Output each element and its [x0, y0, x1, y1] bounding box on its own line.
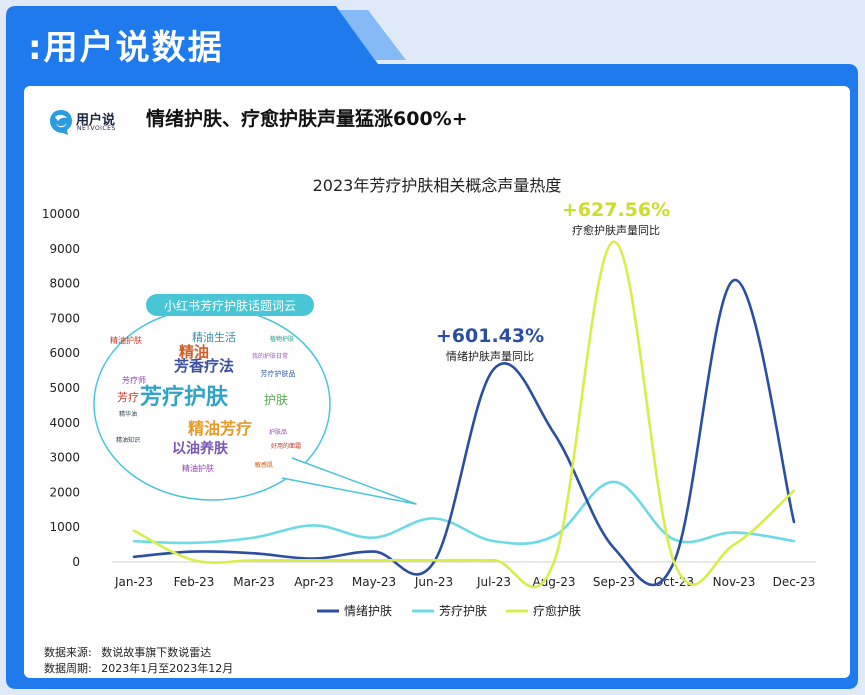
y-tick-label: 10000 [42, 207, 80, 221]
wordcloud-word: 护肤 [264, 392, 288, 407]
series-line-aroma [132, 480, 796, 545]
annotation-value: +601.43% [436, 325, 544, 347]
wordcloud-title-pill [146, 294, 314, 316]
brand-logo: 用户说 NETVOICES [48, 108, 128, 138]
x-tick-label: Nov-23 [713, 575, 756, 589]
x-tick-label: Feb-23 [174, 575, 215, 589]
wordcloud-word: 芳疗师 [122, 375, 146, 385]
line-chart: 0 1000 2000 3000 4000 5000 6000 7000 8000 9000 100… [42, 199, 816, 618]
series-line-healing [132, 240, 796, 589]
period-label: 数据周期: [44, 662, 92, 675]
wordcloud-word: 植物护肤 [270, 335, 294, 343]
x-tick-label: Apr-23 [294, 575, 334, 589]
footer-source: 数据来源: 数说故事旗下数说雷达 [44, 644, 211, 660]
wordcloud-word: 精油生活 [192, 330, 236, 344]
y-tick-label: 2000 [49, 485, 80, 499]
wordcloud-word: 精油护肤 [110, 335, 142, 345]
annotation-value: +627.56% [562, 199, 670, 221]
wordcloud-word: 好用的面霜 [271, 442, 301, 450]
chart-title: 2023年芳疗护肤相关概念声量热度 [312, 176, 562, 195]
y-tick-label: 7000 [49, 311, 80, 325]
banner-title: :用户说数据 [28, 28, 224, 68]
wordcloud-title: 小红书芳疗护肤话题词云 [164, 298, 296, 313]
source-value: 数说故事旗下数说雷达 [101, 646, 212, 659]
wordcloud-word: 芳疗护肤品 [261, 369, 296, 378]
x-tick-label: Mar-23 [233, 575, 274, 589]
legend-label: 疗愈护肤 [533, 603, 581, 618]
y-tick-label: 9000 [49, 242, 80, 256]
wordcloud-word: 精油知识 [116, 436, 140, 444]
headline: 情绪护肤、疗愈护肤声量猛涨600%+ [146, 108, 468, 130]
period-value: 2023年1月至2023年12月 [101, 662, 234, 675]
source-label: 数据来源: [44, 646, 92, 659]
wordcloud-bubble-tail [281, 457, 417, 505]
x-tick-label: Jan-23 [114, 575, 153, 589]
y-tick-label: 6000 [49, 346, 80, 360]
y-tick-label: 3000 [49, 451, 80, 465]
x-tick-label: Dec-23 [773, 575, 816, 589]
brand-sub: NETVOICES [77, 125, 116, 132]
wordcloud-word: 我的护肤日常 [252, 352, 288, 360]
x-tick-label: Aug-23 [532, 575, 575, 589]
poster: :用户说数据 用户说 NETVOICES 情绪护肤、疗愈护肤声量猛涨600%+ … [6, 6, 858, 689]
wordcloud-word: 以油养肤 [172, 440, 229, 457]
y-tick-label: 8000 [49, 277, 80, 291]
x-tick-label: May-23 [352, 575, 396, 589]
x-tick-label: Jun-23 [414, 575, 453, 589]
annotation-label: 疗愈护肤声量同比 [572, 223, 660, 237]
y-tick-label: 0 [72, 555, 80, 569]
wordcloud-word: 敏感肌 [255, 461, 273, 469]
series-line-emotional [132, 278, 796, 587]
footer-period: 数据周期: 2023年1月至2023年12月 [44, 660, 233, 676]
y-tick-label: 4000 [49, 416, 80, 430]
brand-name: 用户说 [76, 113, 116, 128]
x-tick-label: Jul-23 [476, 575, 511, 589]
wordcloud-word: 精华油 [119, 410, 137, 418]
annotation-label: 情绪护肤声量同比 [446, 349, 534, 363]
wordcloud-word: 精油护肤 [182, 463, 214, 473]
logo-icon [50, 110, 72, 135]
wordcloud-word: 护肤品 [269, 428, 287, 436]
y-tick-label: 1000 [49, 520, 80, 534]
legend-label: 情绪护肤 [344, 603, 392, 618]
wordcloud-word: 精油 [179, 343, 209, 361]
wordcloud-word: 芳疗护肤 [140, 384, 229, 410]
content-panel: 用户说 NETVOICES 情绪护肤、疗愈护肤声量猛涨600%+ 2023年芳疗… [24, 86, 850, 678]
wordcloud-word: 芳香疗法 [174, 357, 234, 375]
y-tick-label: 5000 [49, 381, 80, 395]
x-tick-label: Sep-23 [593, 575, 635, 589]
wordcloud-word: 芳疗 [117, 390, 139, 404]
wordcloud-word: 精油芳疗 [188, 419, 252, 438]
legend-label: 芳疗护肤 [439, 603, 487, 618]
